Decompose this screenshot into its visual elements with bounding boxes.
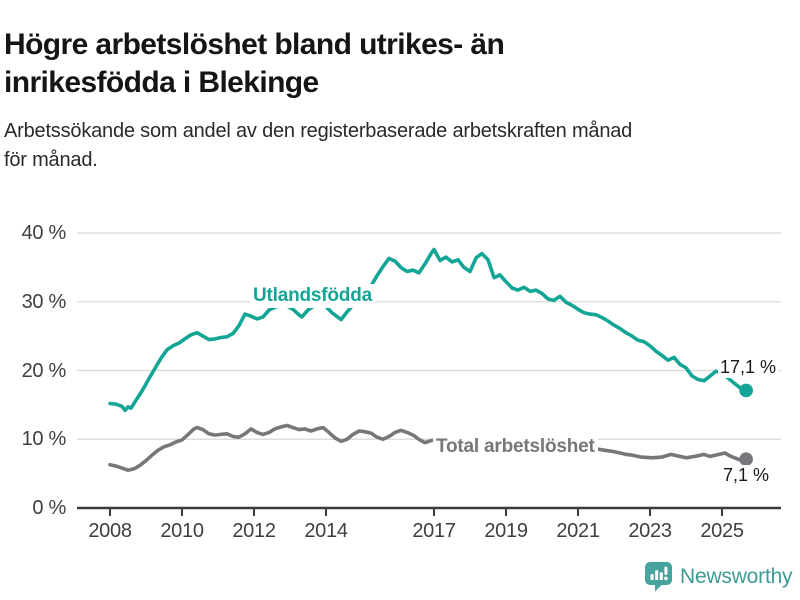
- total-end-dot: [739, 452, 753, 466]
- x-tick-label-2021: 2021: [556, 520, 600, 542]
- speech-bubble-bar-chart-icon: [645, 562, 672, 592]
- x-tick-label-2008: 2008: [88, 520, 132, 542]
- x-tick-label-2019: 2019: [484, 520, 528, 542]
- x-tick-label-2012: 2012: [232, 520, 276, 542]
- newsworthy-wordmark: Newsworthy: [680, 564, 793, 588]
- page-title: Högre arbetslöshet bland utrikes- än inr…: [4, 26, 764, 102]
- y-tick-label-30: 30 %: [21, 290, 67, 313]
- title-line-1: Högre arbetslöshet bland utrikes- än: [4, 28, 505, 62]
- utlandsfodda-line: [108, 247, 748, 413]
- y-tick-label-10: 10 %: [21, 428, 67, 451]
- x-tick-label-2010: 2010: [160, 520, 204, 542]
- series-label-total-arbetsloshet: Total arbetslöshet: [433, 435, 598, 459]
- subtitle-line-1: Arbetssökande som andel av den registerb…: [4, 120, 633, 142]
- x-tick-label-2025: 2025: [700, 520, 744, 542]
- newsworthy-logo: Newsworthy: [644, 561, 793, 592]
- end-value-label-utlandsfodda: 17,1 %: [718, 357, 779, 378]
- x-tick-label-2017: 2017: [412, 520, 456, 542]
- subtitle-line-2: för månad.: [4, 149, 98, 171]
- y-tick-label-0: 0 %: [32, 497, 66, 519]
- end-value-label-total: 7,1 %: [721, 465, 772, 486]
- title-line-2: inrikesfödda i Blekinge: [4, 66, 319, 100]
- total-line: [108, 423, 748, 473]
- x-tick-label-2014: 2014: [304, 520, 348, 542]
- chart-subtitle: Arbetssökande som andel av den registerb…: [4, 117, 784, 175]
- y-tick-label-40: 40 %: [21, 222, 67, 244]
- utlandsfodda-end-dot: [739, 383, 753, 398]
- y-tick-label-20: 20 %: [21, 359, 67, 382]
- series-label-utlandsfodda: Utlandsfödda: [250, 284, 375, 308]
- x-tick-label-2023: 2023: [628, 520, 672, 542]
